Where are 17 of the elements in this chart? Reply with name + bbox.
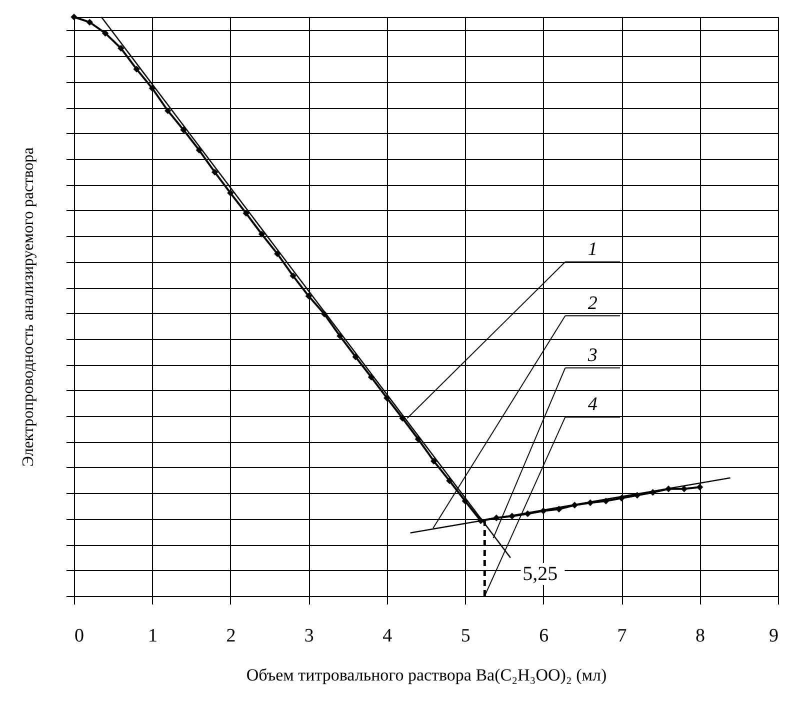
x-tick-label: 5 [460,626,470,646]
x-tick-label: 7 [617,626,627,646]
x-tick-label: 4 [382,626,393,646]
ref-line-label: 5,25 [522,563,558,585]
x-tick-label: 6 [539,626,549,646]
annotation: 2 [588,292,598,314]
x-tick-label: 1 [148,626,158,646]
annotation: 4 [588,394,598,416]
y-axis-title: Электропроводность анализируемого раствора [20,147,37,467]
x-tick-label: 8 [696,626,706,646]
x-tick-label: 0 [74,626,84,646]
x-tick-label: 2 [226,626,236,646]
annotation: 3 [586,344,598,366]
annotation: 1 [588,238,598,260]
x-tick-label: 9 [769,626,778,646]
x-tick-label: 3 [304,626,314,646]
x-axis-title: Объем титровального раствора Ba(C₂H₃OO)₂ (мл) [246,666,607,684]
